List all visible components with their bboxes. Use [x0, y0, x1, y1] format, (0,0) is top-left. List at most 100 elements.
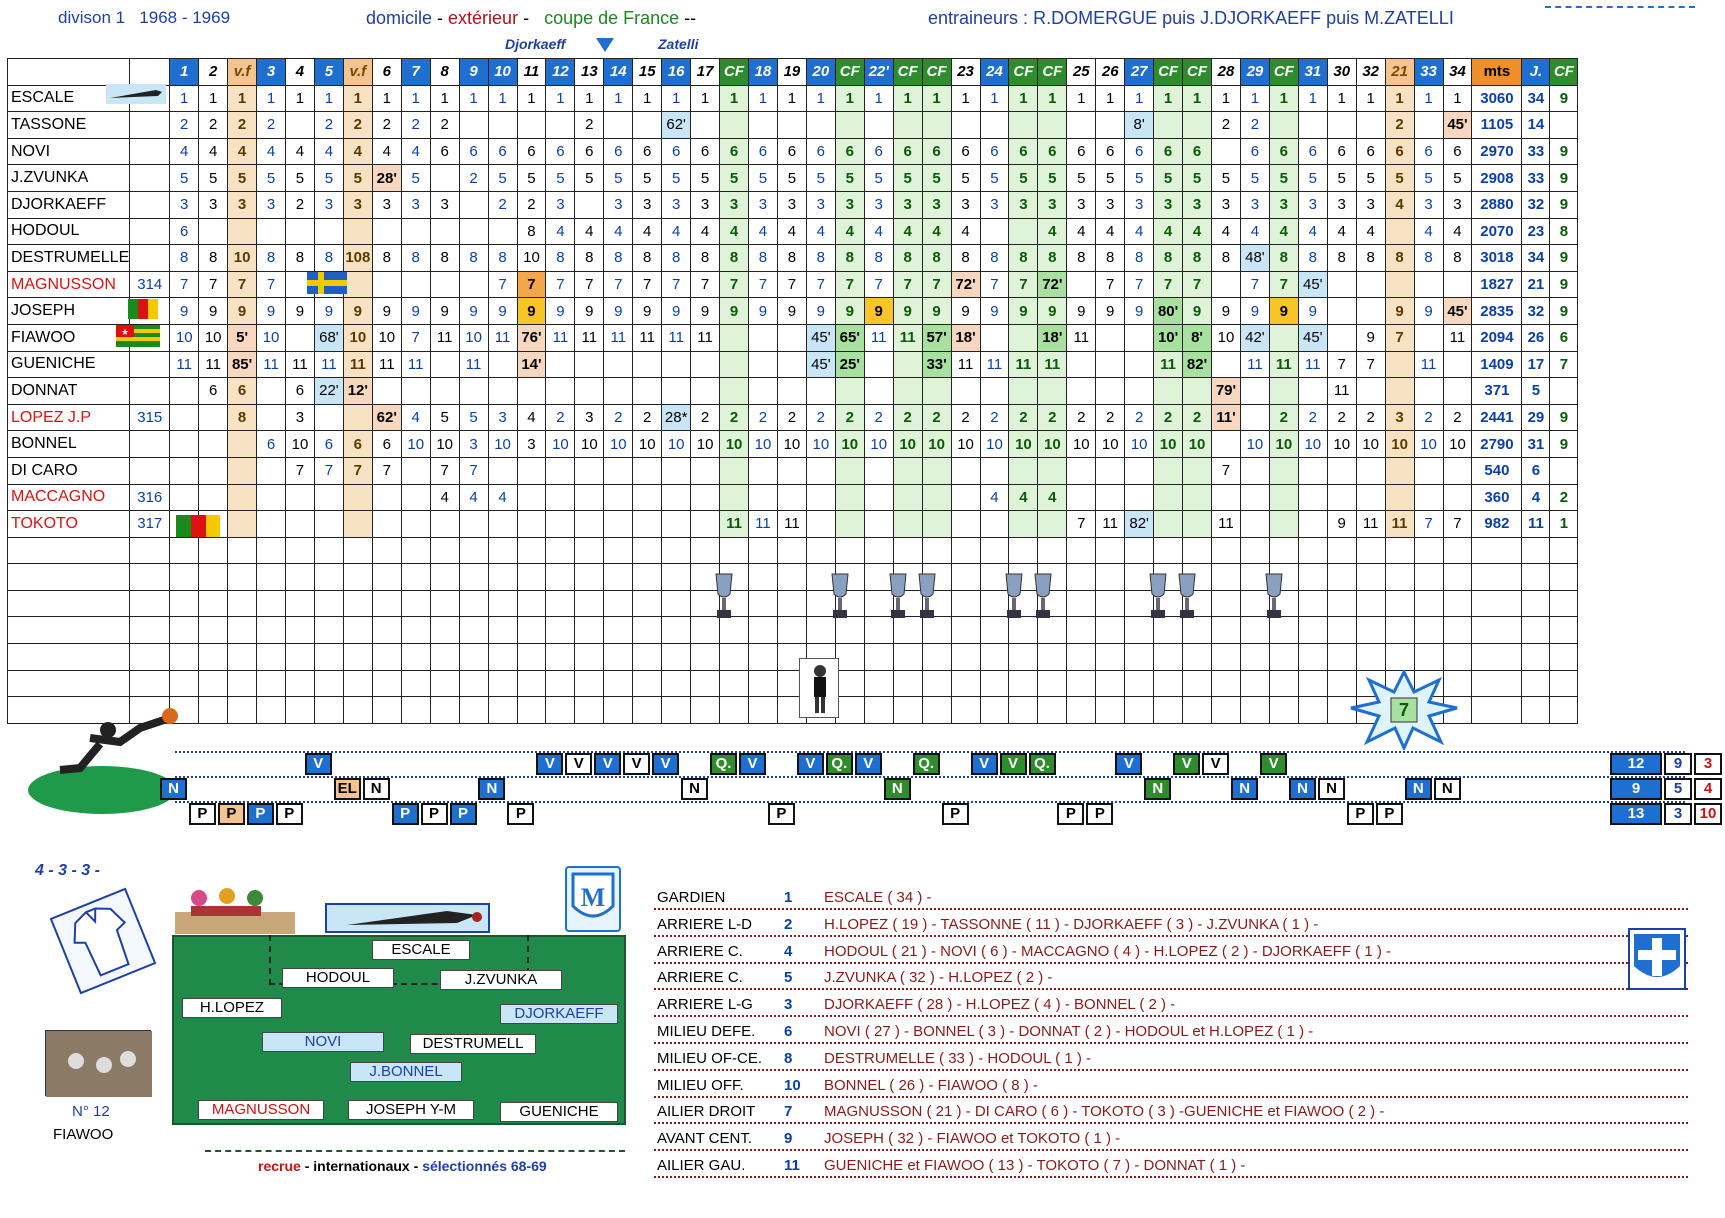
cell: 2	[313, 111, 344, 139]
empty-cell	[285, 696, 315, 724]
empty-row	[6, 696, 1579, 724]
empty-cell	[1521, 589, 1551, 618]
cell: 1	[169, 84, 200, 113]
player-cup-appearances: 7	[1549, 350, 1579, 379]
cell: 11	[690, 323, 721, 352]
player-name: DESTRUMELLE	[6, 244, 131, 272]
cell: 7	[458, 456, 489, 485]
player-name: DJORKAEFF	[6, 190, 131, 219]
empty-cell	[6, 563, 131, 591]
player-cup-appearances: 9	[1549, 190, 1579, 219]
cell: 5	[690, 164, 721, 192]
cell: 5'	[227, 323, 258, 352]
cell: 7	[719, 270, 749, 299]
empty-cell	[516, 669, 547, 698]
cell	[227, 483, 258, 512]
position-label: AILIER GAU.	[657, 1157, 746, 1174]
cell: 5	[1066, 164, 1097, 192]
empty-cell	[1471, 536, 1523, 565]
match-header-1: 2	[198, 58, 229, 86]
cell	[1355, 270, 1386, 299]
goalkeeper-image	[325, 903, 490, 933]
empty-cell	[313, 696, 344, 724]
cell: 3	[1355, 190, 1386, 219]
match-header-25: CF	[892, 58, 923, 86]
empty-cell	[129, 563, 171, 591]
cell: 9	[285, 297, 315, 325]
cell: 4	[1384, 190, 1415, 219]
cell	[603, 350, 634, 379]
result-mid: N	[1404, 778, 1432, 800]
cell: 2	[748, 403, 778, 432]
cup-trophy-icon	[1262, 570, 1286, 622]
kicker-image	[20, 708, 190, 818]
cell: 1	[1297, 84, 1328, 113]
match-header-40: 30	[1326, 58, 1357, 86]
empty-cell	[719, 536, 749, 565]
cup-trophy-icon	[1002, 570, 1026, 622]
cell: 7	[1239, 270, 1270, 299]
cell: 6	[863, 137, 894, 166]
formation-player: J.BONNEL	[350, 1062, 462, 1082]
empty-cell	[371, 589, 402, 618]
player-cup-appearances: 1	[1549, 510, 1579, 538]
cell: 11	[863, 323, 894, 352]
cell: 8	[487, 244, 518, 272]
cell: 7	[892, 270, 923, 299]
player-minutes: 2970	[1471, 137, 1523, 166]
empty-cell	[1297, 536, 1328, 565]
player-minutes: 2441	[1471, 403, 1523, 432]
player-minutes: 1105	[1471, 111, 1523, 139]
cell	[1413, 377, 1444, 405]
cell: 6	[1326, 137, 1357, 166]
cell	[458, 217, 489, 246]
empty-cell	[1355, 589, 1386, 618]
cell	[371, 377, 402, 405]
cell: 3	[834, 190, 865, 219]
cell: 10	[1095, 430, 1126, 458]
cell: 8	[921, 244, 952, 272]
cell: 1	[1095, 84, 1126, 113]
cell: 4	[313, 137, 344, 166]
cell: 11	[198, 350, 229, 379]
cell	[1066, 456, 1097, 485]
cell: 5	[776, 164, 807, 192]
result-mid: N	[478, 778, 506, 800]
cell: 1	[661, 84, 692, 113]
formation-player: JOSEPH Y-M	[348, 1100, 474, 1120]
empty-cell	[632, 589, 663, 618]
empty-cell	[1355, 616, 1386, 645]
player-minutes: 1827	[1471, 270, 1523, 299]
cell: 5	[1037, 164, 1068, 192]
cell	[863, 377, 894, 405]
empty-cell	[545, 696, 576, 724]
position-row: AILIER GAU. 11 GUENICHE et FIAWOO ( 13 ) -…	[654, 1154, 1688, 1178]
cell: 4	[1326, 217, 1357, 246]
cell	[227, 510, 258, 538]
empty-cell	[313, 643, 344, 671]
cell: 3	[1268, 190, 1299, 219]
cameroon-flag-icon	[128, 299, 164, 319]
number12-name: FIAWOO	[53, 1126, 114, 1143]
cell: 45'	[805, 350, 836, 379]
player-minutes: 2880	[1471, 190, 1523, 219]
match-header-3: 3	[256, 58, 286, 86]
cell: 4	[690, 217, 721, 246]
empty-cell	[169, 616, 200, 645]
match-header-21: 19	[776, 58, 807, 86]
cell: 2	[458, 164, 489, 192]
cell: 9	[487, 297, 518, 325]
player-row: TASSONE 2 2 2 2 2 2 2 2 2 2 62' 8' 2 2 2 45' 1105 14	[6, 111, 1579, 139]
result-bot: P	[449, 803, 477, 825]
player-name: GUENICHE	[6, 350, 131, 379]
cell: 5	[661, 164, 692, 192]
empty-cell	[487, 616, 518, 645]
cell: 3	[1211, 190, 1241, 219]
cell: 4	[1413, 217, 1444, 246]
cell	[400, 217, 431, 246]
cell: 6	[805, 137, 836, 166]
cell	[574, 190, 605, 219]
cell: 6	[545, 137, 576, 166]
cell	[285, 510, 315, 538]
cell	[429, 350, 460, 379]
